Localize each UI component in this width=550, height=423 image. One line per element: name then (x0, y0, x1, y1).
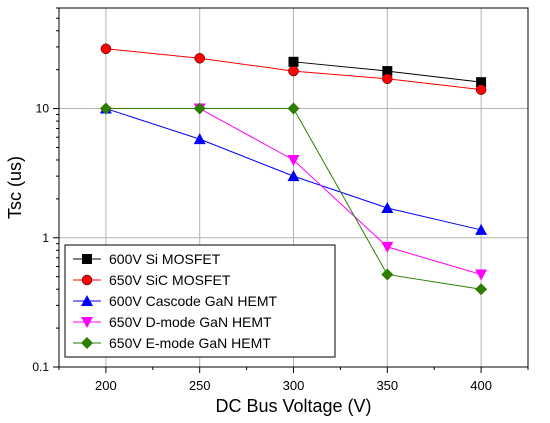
legend-marker (81, 337, 93, 349)
data-point (288, 56, 299, 67)
axis-ticks: 200 250 300 350 400 0.1 1 10 (32, 7, 529, 393)
data-point (382, 66, 393, 77)
legend-item: 650V D-mode GaN HEMT (73, 314, 272, 330)
data-point (288, 65, 299, 77)
x-tick-label: 400 (470, 378, 492, 393)
x-tick-label: 250 (189, 378, 211, 393)
x-axis-label: DC Bus Voltage (V) (215, 396, 371, 416)
data-point (194, 53, 205, 64)
data-point (287, 154, 300, 166)
y-tick-label: 10 (36, 102, 50, 116)
data-point (475, 84, 487, 95)
legend-marker (81, 295, 93, 306)
legend-marker (81, 317, 93, 328)
data-point (287, 170, 300, 182)
legend-label: 650V D-mode GaN HEMT (109, 314, 272, 330)
data-point (381, 268, 394, 281)
series-4 (99, 102, 488, 296)
x-tick-label: 300 (283, 378, 305, 393)
data-point (99, 102, 112, 115)
data-point (475, 283, 488, 296)
legend-label: 600V Cascode GaN HEMT (109, 293, 278, 309)
legend-box (64, 244, 336, 358)
series-layer (99, 43, 488, 296)
y-tick-label: 1 (42, 231, 49, 245)
data-point (475, 269, 488, 281)
series-0 (288, 56, 487, 88)
series-line (199, 108, 482, 275)
data-point (287, 102, 300, 115)
data-point (475, 223, 488, 235)
legend-item: 600V Cascode GaN HEMT (73, 293, 278, 309)
legend-label: 650V E-mode GaN HEMT (109, 335, 271, 351)
data-point (193, 102, 206, 115)
series-1 (100, 43, 487, 95)
data-point (100, 43, 112, 55)
data-point (381, 241, 394, 253)
data-point (381, 201, 394, 213)
data-point (382, 73, 393, 85)
data-point (476, 77, 487, 88)
y-tick-label: 0.1 (32, 360, 49, 374)
data-point (193, 133, 206, 145)
y-axis-label: Tsc (us) (5, 156, 25, 219)
legend-item: 650V E-mode GaN HEMT (73, 335, 271, 351)
x-tick-label: 350 (376, 378, 398, 393)
legend-marker (82, 254, 92, 264)
legend-label: 650V SiC MOSFET (109, 272, 231, 288)
legend-item: 650V SiC MOSFET (73, 272, 231, 288)
x-tick-label: 200 (95, 378, 117, 393)
legend-marker (81, 274, 93, 286)
legend-label: 600V Si MOSFET (109, 251, 221, 267)
legend: 600V Si MOSFET 650V SiC MOSFET 600V Cascod… (64, 244, 336, 358)
legend-item: 600V Si MOSFET (73, 251, 221, 267)
